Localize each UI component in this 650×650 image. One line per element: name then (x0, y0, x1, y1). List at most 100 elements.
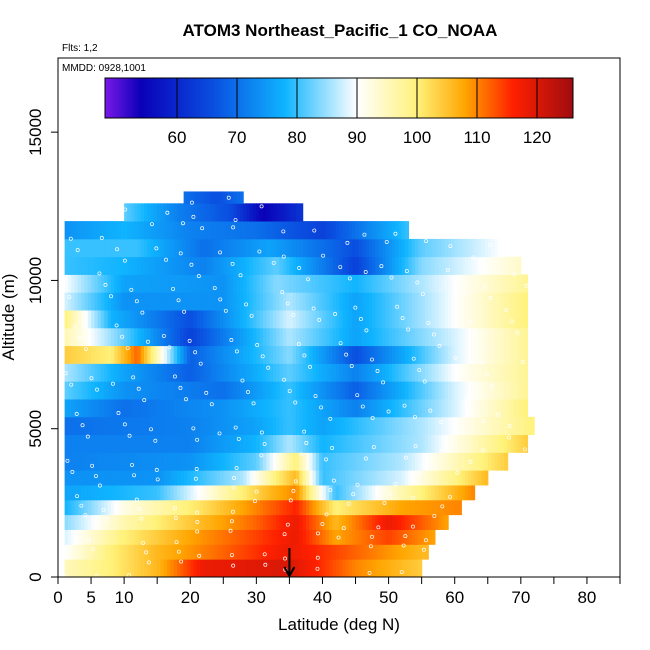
heatmap-cell (358, 256, 363, 275)
heatmap-cell (239, 529, 244, 545)
heatmap-cell (398, 544, 403, 560)
heatmap-cell (163, 221, 168, 240)
heatmap-cell (497, 345, 502, 364)
sample-marker (512, 272, 517, 277)
heatmap-cell (517, 434, 522, 453)
heatmap-cell (497, 274, 502, 293)
sample-marker (127, 433, 132, 438)
heatmap-cell (319, 544, 324, 560)
heatmap-cell (348, 416, 353, 436)
heatmap-cell (193, 256, 198, 275)
heatmap-cell (398, 514, 403, 530)
heatmap-cell (94, 310, 99, 329)
heatmap-cell (91, 345, 95, 364)
heatmap-cell (378, 256, 383, 275)
heatmap-cell (196, 529, 201, 545)
heatmap-cell (507, 416, 512, 436)
heatmap-cell (368, 544, 373, 560)
heatmap-cell (107, 514, 112, 530)
heatmap-cell (405, 345, 410, 364)
heatmap-cell (246, 310, 251, 329)
heatmap-cell (183, 274, 188, 293)
heatmap-cell (262, 434, 267, 453)
heatmap-cell (223, 191, 228, 204)
heatmap-cell (233, 274, 238, 293)
heatmap-cell (458, 399, 462, 418)
heatmap-cell (223, 559, 228, 577)
heatmap-cell (167, 434, 171, 453)
heatmap-cell (441, 470, 446, 486)
heatmap-cell (312, 559, 317, 577)
heatmap-cell (348, 381, 353, 400)
heatmap-cell (332, 345, 337, 364)
heatmap-cell (130, 452, 135, 471)
sample-marker (315, 555, 320, 560)
heatmap-cell (418, 345, 423, 364)
heatmap-cell (91, 363, 95, 382)
heatmap-cell (183, 434, 188, 453)
heatmap-cell (117, 485, 122, 501)
heatmap-cell (200, 381, 205, 400)
sample-marker (406, 327, 411, 332)
heatmap-cell (464, 452, 469, 471)
heatmap-cell (329, 310, 333, 329)
heatmap-cell (160, 274, 165, 293)
heatmap-cell (253, 470, 257, 486)
heatmap-cell (210, 514, 214, 530)
heatmap-cell (262, 274, 267, 293)
sample-marker (346, 501, 351, 506)
heatmap-cell (150, 434, 155, 453)
heatmap-cell (428, 499, 433, 516)
heatmap-cell (140, 203, 145, 222)
heatmap-cell (249, 256, 254, 275)
heatmap-cell (415, 544, 419, 560)
heatmap-cell (381, 416, 386, 436)
heatmap-layer (64, 529, 436, 545)
heatmap-cell (114, 559, 119, 577)
heatmap-cell (256, 485, 261, 501)
heatmap-cell (117, 221, 122, 240)
heatmap-cell (140, 310, 145, 329)
heatmap-cell (100, 544, 105, 560)
heatmap-cell (378, 499, 383, 516)
heatmap-cell (372, 434, 376, 453)
heatmap-cell (100, 345, 105, 364)
heatmap-cell (355, 485, 360, 501)
heatmap-cell (134, 416, 138, 436)
heatmap-cell (385, 381, 390, 400)
heatmap-cell (216, 327, 221, 347)
heatmap-cell (345, 221, 350, 240)
heatmap-cell (196, 327, 201, 347)
heatmap-cell (64, 452, 69, 471)
heatmap-cell (302, 310, 307, 329)
heatmap-cell (438, 238, 443, 258)
sample-marker (403, 455, 408, 460)
heatmap-cell (345, 544, 350, 560)
heatmap-cell (77, 221, 82, 240)
heatmap-cell (315, 256, 320, 275)
heatmap-cell (345, 238, 350, 258)
heatmap-cell (200, 327, 205, 347)
heatmap-cell (200, 559, 205, 577)
heatmap-cell (173, 238, 178, 258)
heatmap-cell (391, 327, 396, 347)
heatmap-cell (134, 310, 138, 329)
heatmap-cell (206, 499, 211, 516)
heatmap-cell (173, 559, 178, 577)
heatmap-cell (186, 416, 191, 436)
heatmap-cell (97, 499, 102, 516)
sample-marker (353, 305, 358, 310)
sample-marker (230, 509, 235, 514)
heatmap-cell (355, 256, 360, 275)
heatmap-cell (372, 485, 376, 501)
heatmap-cell (319, 292, 324, 311)
heatmap-cell (451, 485, 456, 501)
sample-marker (312, 228, 317, 233)
heatmap-cell (441, 345, 446, 364)
sample-marker (521, 359, 525, 364)
heatmap-cell (428, 399, 433, 418)
sample-marker (67, 295, 72, 300)
heatmap-layer (64, 327, 529, 347)
heatmap-cell (124, 381, 129, 400)
heatmap-cell (484, 256, 489, 275)
